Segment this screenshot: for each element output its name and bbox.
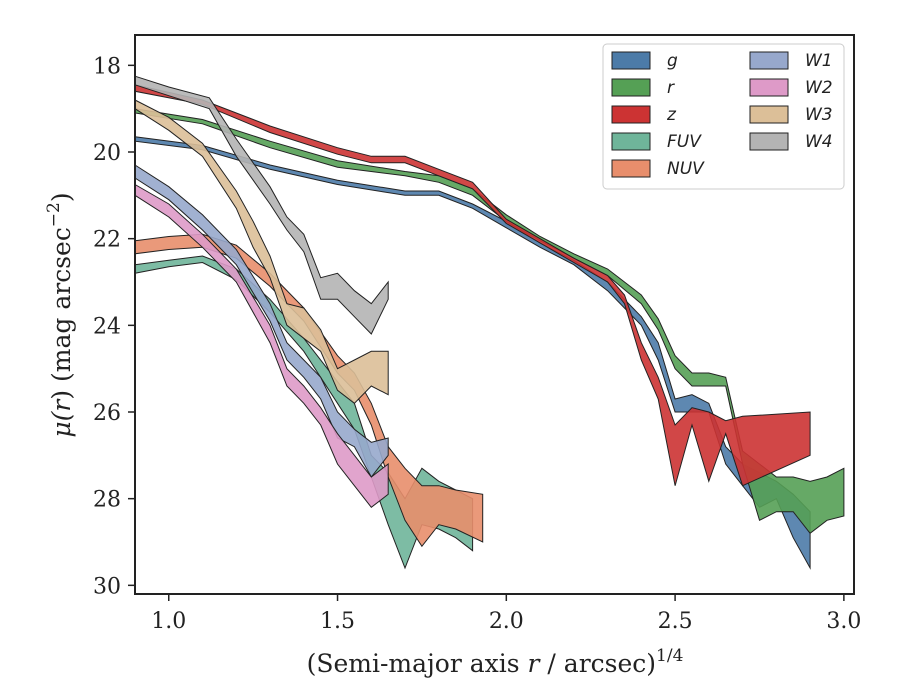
legend-swatch-w2 xyxy=(749,78,789,97)
band-w2 xyxy=(134,183,389,508)
y-axis-label: μ(r) (mag arcsec−2) xyxy=(44,192,76,437)
legend-swatch-w3 xyxy=(749,105,789,124)
band-w4 xyxy=(134,75,389,335)
legend-label-w1: W1 xyxy=(805,51,833,71)
legend: grz FUV NUV W1 W2 W3 W4 xyxy=(602,43,845,190)
legend-label-fuv: FUV xyxy=(667,132,702,152)
band-z xyxy=(134,84,811,487)
y-axis: 18 20 22 24 26 28 30 xyxy=(93,54,135,599)
chart-bands xyxy=(134,75,845,570)
y-tick-label: 24 xyxy=(93,314,121,339)
x-axis: 1.0 1.5 2.0 2.5 3.0 xyxy=(151,594,861,634)
x-axis-label: (Semi-major axis r / arcsec)1/4 xyxy=(307,646,684,678)
x-tick-label: 1.5 xyxy=(320,609,355,634)
band-w3 xyxy=(134,99,389,404)
y-tick-label: 18 xyxy=(93,54,121,79)
x-tick-label: 1.0 xyxy=(151,609,186,634)
x-tick-label: 3.0 xyxy=(826,609,861,634)
legend-label-w3: W3 xyxy=(805,105,833,125)
y-tick-label: 20 xyxy=(93,141,121,166)
legend-label-z: z xyxy=(666,105,677,125)
y-tick-label: 28 xyxy=(93,488,121,513)
legend-label-nuv: NUV xyxy=(667,159,705,179)
x-tick-label: 2.0 xyxy=(489,609,524,634)
legend-swatch-fuv xyxy=(611,132,651,151)
y-tick-label: 26 xyxy=(93,401,121,426)
legend-swatch-z xyxy=(611,105,651,124)
legend-swatch-nuv xyxy=(611,159,651,178)
legend-swatch-w1 xyxy=(749,51,789,70)
y-tick-label: 22 xyxy=(93,228,121,253)
legend-label-g: g xyxy=(667,51,678,71)
x-tick-label: 2.5 xyxy=(658,609,693,634)
legend-label-r: r xyxy=(667,78,675,98)
y-tick-label: 30 xyxy=(93,574,121,599)
legend-swatch-w4 xyxy=(749,132,789,151)
legend-swatch-g xyxy=(611,51,651,70)
band-nuv xyxy=(134,233,484,548)
legend-swatch-r xyxy=(611,78,651,97)
legend-label-w4: W4 xyxy=(805,132,833,152)
band-w1 xyxy=(134,164,389,478)
plot-frame xyxy=(134,34,855,595)
legend-label-w2: W2 xyxy=(805,78,833,98)
